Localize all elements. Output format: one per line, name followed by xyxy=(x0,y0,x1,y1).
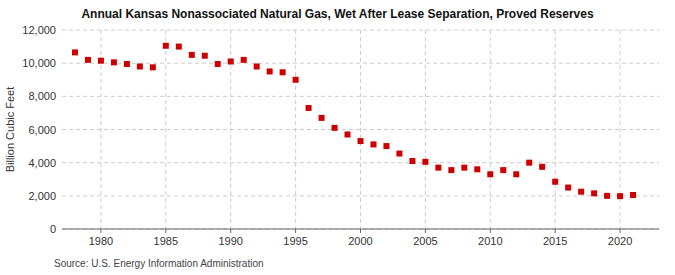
point xyxy=(241,57,247,63)
point xyxy=(98,58,104,64)
point xyxy=(552,179,558,185)
point xyxy=(539,164,545,170)
y-tick-label: 10,000 xyxy=(22,57,56,69)
x-tick-label: 2010 xyxy=(478,235,502,247)
point xyxy=(422,159,428,165)
y-grid-line xyxy=(62,229,659,230)
x-tick-label: 1985 xyxy=(154,235,178,247)
point xyxy=(630,192,636,198)
point xyxy=(513,171,519,177)
points xyxy=(72,43,636,199)
point xyxy=(332,125,338,131)
x-grid-line xyxy=(555,30,556,229)
point xyxy=(565,185,571,191)
x-tick xyxy=(295,229,296,233)
point xyxy=(461,165,467,171)
point xyxy=(591,190,597,196)
point xyxy=(137,63,143,69)
x-tick-label: 2015 xyxy=(543,235,567,247)
point xyxy=(526,160,532,166)
point xyxy=(150,64,156,70)
x-grid-line xyxy=(165,30,166,229)
point xyxy=(202,53,208,59)
point xyxy=(358,138,364,144)
y-tick-label: 8,000 xyxy=(28,90,56,102)
point xyxy=(189,52,195,58)
x-grid-line xyxy=(490,30,491,229)
y-grid-line xyxy=(62,195,659,196)
x-axis-line xyxy=(62,229,659,230)
point xyxy=(409,158,415,164)
point xyxy=(111,59,117,65)
y-tick-label: 6,000 xyxy=(28,124,56,136)
point xyxy=(293,77,299,83)
y-tick-label: 2,000 xyxy=(28,190,56,202)
point xyxy=(319,115,325,121)
point xyxy=(448,167,454,173)
x-tick-label: 2000 xyxy=(348,235,372,247)
x-tick xyxy=(555,229,556,233)
x-tick xyxy=(100,229,101,233)
y-tick-label: 4,000 xyxy=(28,157,56,169)
x-tick xyxy=(620,229,621,233)
point xyxy=(85,57,91,63)
point xyxy=(345,131,351,137)
grid xyxy=(62,30,659,229)
source-note: Source: U.S. Energy Information Administ… xyxy=(54,258,264,269)
x-tick xyxy=(425,229,426,233)
point xyxy=(254,63,260,69)
point xyxy=(124,61,130,67)
point xyxy=(617,193,623,199)
x-tick xyxy=(360,229,361,233)
x-tick xyxy=(165,229,166,233)
point xyxy=(306,105,312,111)
x-grid-line xyxy=(360,30,361,229)
point xyxy=(370,141,376,147)
x-tick xyxy=(490,229,491,233)
point xyxy=(280,69,286,75)
point xyxy=(383,143,389,149)
x-tick-label: 1980 xyxy=(89,235,113,247)
x-tick xyxy=(230,229,231,233)
point xyxy=(72,49,78,55)
point xyxy=(474,166,480,172)
y-tick-label: 0 xyxy=(50,223,56,235)
point xyxy=(604,193,610,199)
point xyxy=(228,59,234,65)
x-grid-line xyxy=(295,30,296,229)
x-grid-line xyxy=(425,30,426,229)
y-tick-label: 12,000 xyxy=(22,24,56,36)
title: Annual Kansas Nonassociated Natural Gas,… xyxy=(81,7,594,21)
chart: 0 2,000 4,000 6,000 8,000 10,000 12,000 1980 198… xyxy=(0,0,675,275)
x-tick-label: 2005 xyxy=(413,235,437,247)
point xyxy=(176,44,182,50)
point xyxy=(215,61,221,67)
point xyxy=(396,151,402,157)
point xyxy=(267,68,273,74)
point xyxy=(500,167,506,173)
point xyxy=(435,165,441,171)
x-tick-label: 2020 xyxy=(608,235,632,247)
x-tick-label: 1995 xyxy=(283,235,307,247)
point xyxy=(487,171,493,177)
point xyxy=(163,43,169,49)
x-tick-label: 1990 xyxy=(218,235,242,247)
y-grid-line xyxy=(62,63,659,64)
y-axis-label: Billion Cubic Feet xyxy=(4,87,16,173)
point xyxy=(578,189,584,195)
